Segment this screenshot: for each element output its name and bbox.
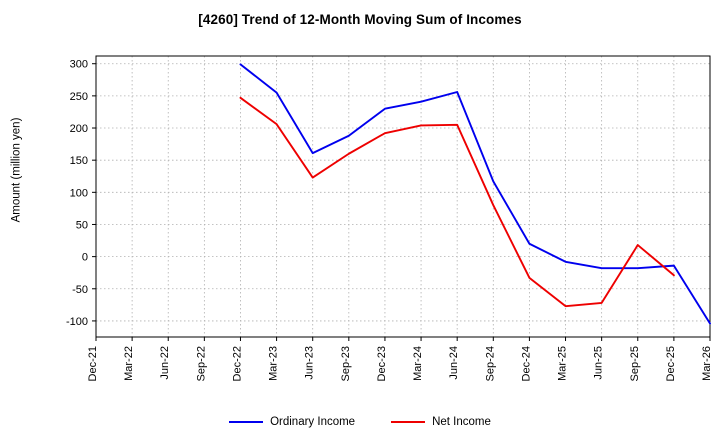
x-tick-label: Sep-23 — [340, 346, 352, 381]
y-tick-label: 50 — [76, 219, 88, 231]
x-tick-label: Mar-25 — [557, 346, 569, 381]
legend-label-ordinary-income: Ordinary Income — [270, 416, 356, 428]
chart-title: [4260] Trend of 12-Month Moving Sum of I… — [198, 12, 522, 27]
x-tick-label: Jun-24 — [448, 346, 460, 380]
x-tick-label: Dec-25 — [665, 346, 677, 381]
x-tick-label: Sep-25 — [629, 346, 641, 381]
y-tick-label: 150 — [70, 155, 88, 167]
x-tick-label: Mar-26 — [701, 346, 713, 381]
x-tick-label: Jun-22 — [159, 346, 171, 380]
series-line-ordinary-income — [239, 63, 711, 325]
legend-label-net-income: Net Income — [432, 416, 491, 428]
x-tick-label: Mar-23 — [268, 346, 280, 381]
y-tick-label: -50 — [72, 284, 88, 296]
y-tick-label: 0 — [82, 252, 88, 264]
series-line-net-income — [239, 96, 675, 308]
x-tick-label: Dec-22 — [231, 346, 243, 381]
y-tick-label: 300 — [70, 59, 88, 71]
x-tick-label: Sep-22 — [195, 346, 207, 381]
x-tick-label: Dec-21 — [87, 346, 99, 381]
x-tick-label: Jun-25 — [593, 346, 605, 380]
legend-item-net-income: Net Income — [391, 416, 491, 428]
y-tick-label: 100 — [70, 187, 88, 199]
y-tick-label: -100 — [66, 316, 88, 328]
x-tick-label: Sep-24 — [484, 346, 496, 381]
chart-legend: Ordinary Income Net Income — [0, 416, 720, 428]
y-tick-label: 200 — [70, 123, 88, 135]
plot-frame — [95, 55, 711, 338]
legend-swatch-net-income — [391, 421, 426, 423]
x-tick-label: Jun-23 — [304, 346, 316, 380]
y-tick-label: 250 — [70, 91, 88, 103]
x-tick-label: Dec-24 — [520, 346, 532, 381]
x-tick-label: Mar-22 — [123, 346, 135, 381]
legend-swatch-ordinary-income — [229, 421, 264, 423]
x-tick-label: Mar-24 — [412, 346, 424, 381]
legend-item-ordinary-income: Ordinary Income — [229, 416, 355, 428]
x-tick-label: Dec-23 — [376, 346, 388, 381]
